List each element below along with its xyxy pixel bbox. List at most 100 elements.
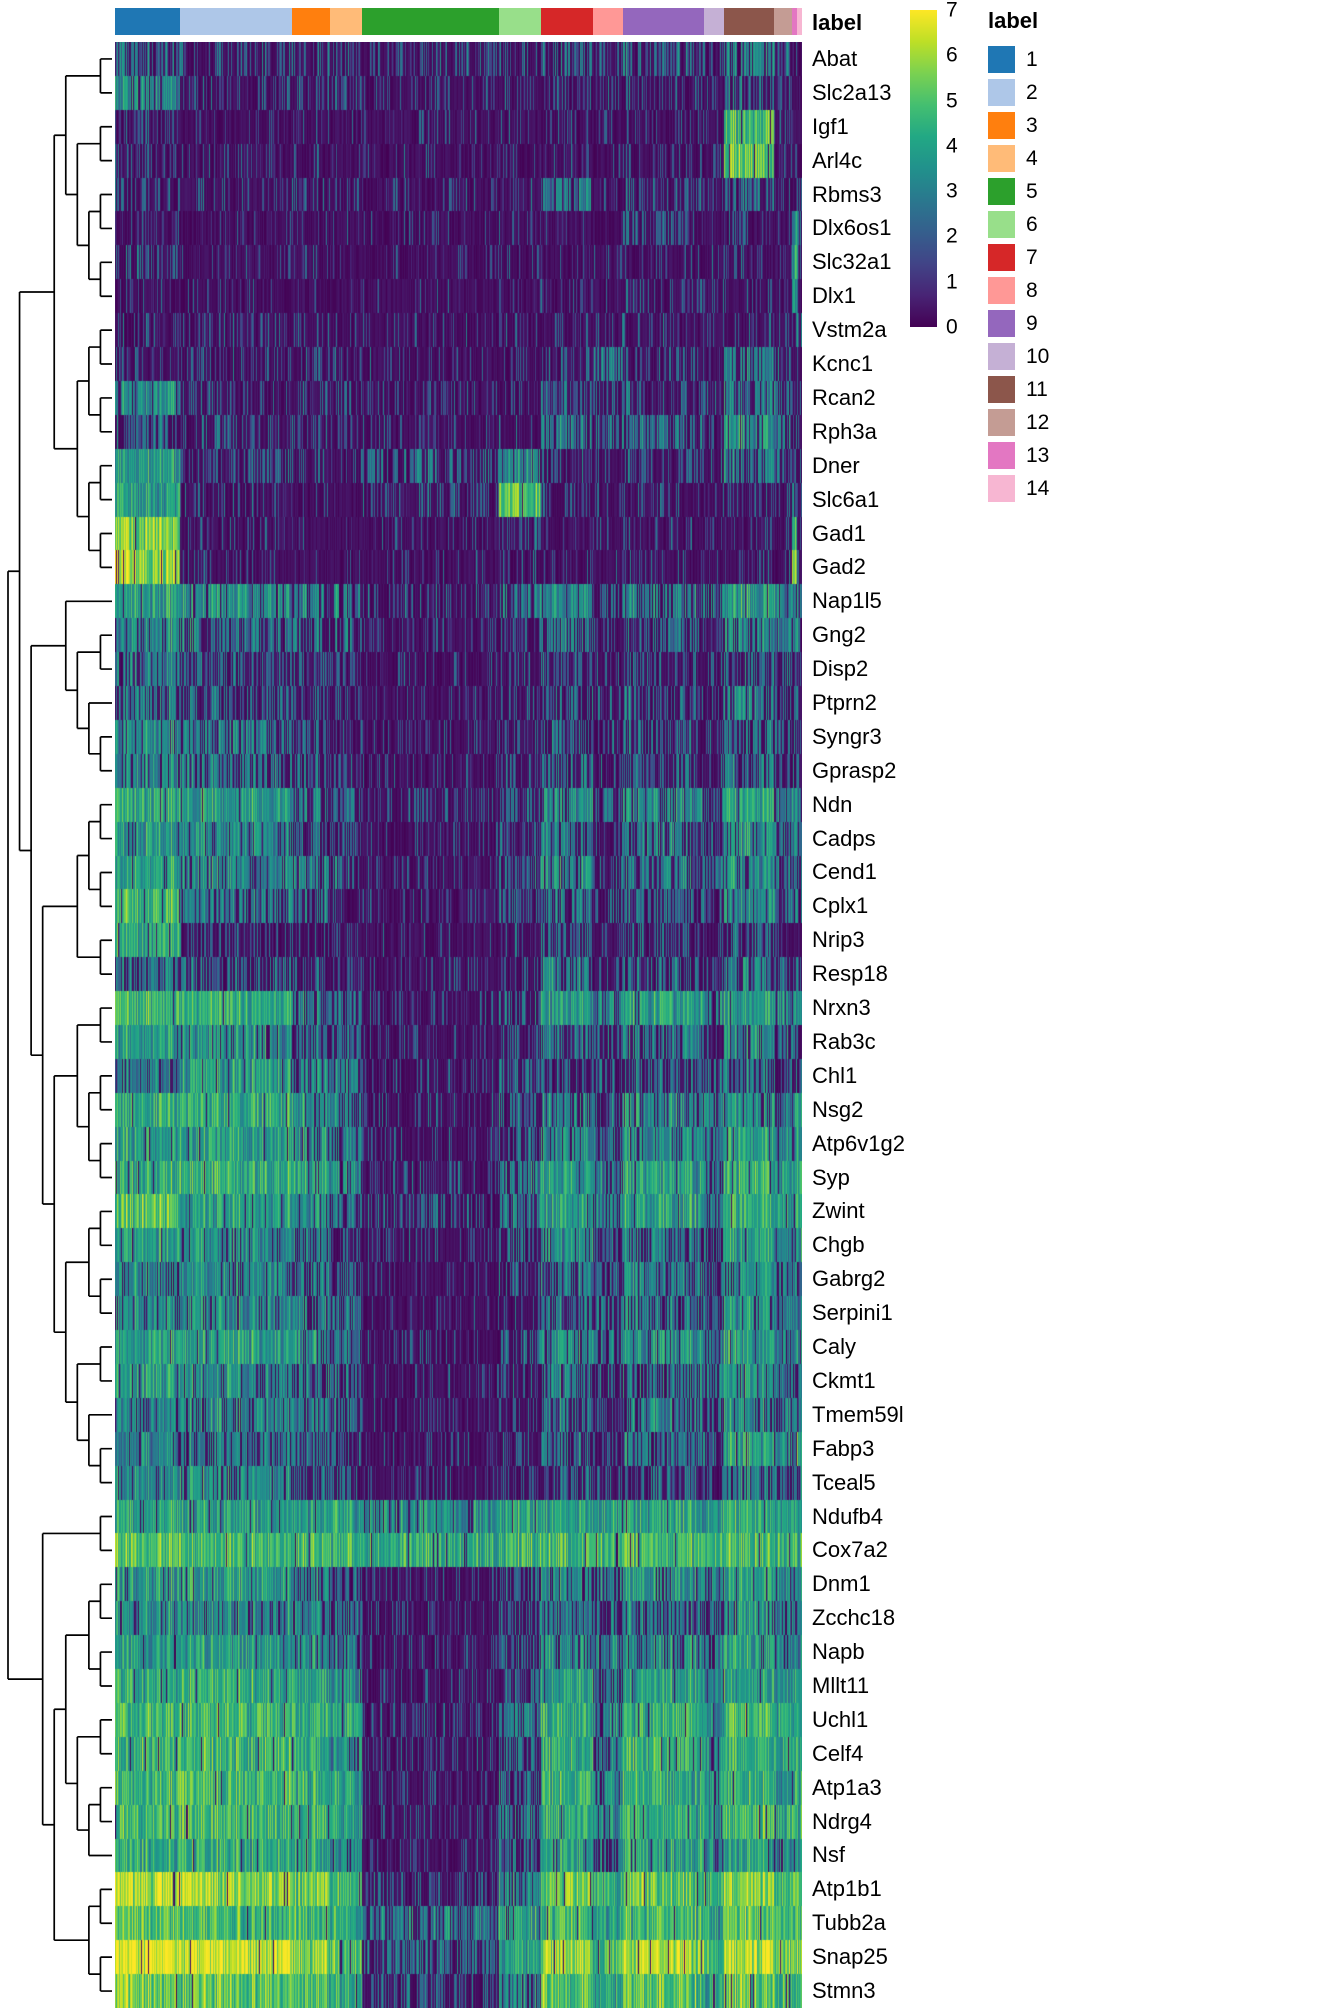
cluster-annotation-segment-8 <box>593 8 624 35</box>
legend-swatch <box>988 376 1015 403</box>
gene-label: Nsf <box>812 1842 845 1868</box>
gene-label: Slc6a1 <box>812 486 880 512</box>
legend-entry-label: 13 <box>1026 444 1050 467</box>
colorbar-tick-label: 7 <box>946 0 958 22</box>
gene-label: Slc32a1 <box>812 249 892 275</box>
legend-swatch <box>988 112 1015 139</box>
heatmap-canvas <box>115 42 802 2008</box>
legend-entry-label: 1 <box>1026 48 1038 71</box>
legend-entry-label: 9 <box>1026 312 1038 335</box>
gene-label: Dnm1 <box>812 1571 871 1597</box>
gene-label: Igf1 <box>812 113 849 139</box>
legend-swatch <box>988 178 1015 205</box>
gene-label: Arl4c <box>812 147 863 173</box>
gene-label: Vstm2a <box>812 317 887 343</box>
legend-entry-label: 10 <box>1026 345 1050 368</box>
legend-entry-14: 14 <box>988 472 1108 505</box>
gene-label: Gprasp2 <box>812 757 897 783</box>
colorbar-tick-label: 3 <box>946 179 958 203</box>
cluster-annotation-segment-1 <box>115 8 181 35</box>
gene-label: Gng2 <box>812 622 866 648</box>
legend-entry-11: 11 <box>988 373 1108 406</box>
gene-label: Chl1 <box>812 1062 858 1088</box>
colorbar-tick-label: 6 <box>946 43 958 67</box>
legend-entries: 1 2 3 4 5 6 7 8 9 10 11 12 13 14 <box>988 43 1108 505</box>
legend-swatch <box>988 145 1015 172</box>
colorbar-gradient <box>910 10 937 327</box>
gene-label: Gad2 <box>812 554 866 580</box>
gene-label: Nrxn3 <box>812 995 871 1021</box>
gene-label: Serpini1 <box>812 1300 893 1326</box>
gene-label: Napb <box>812 1639 865 1665</box>
legend-entry-13: 13 <box>988 439 1108 472</box>
cluster-legend: label 1 2 3 4 5 6 7 8 9 10 11 12 13 14 <box>988 8 1108 505</box>
gene-label: Syp <box>812 1164 850 1190</box>
gene-label: Chgb <box>812 1232 865 1258</box>
gene-label: Rph3a <box>812 418 877 444</box>
gene-label: Mllt11 <box>812 1672 870 1698</box>
cluster-annotation-segment-4 <box>330 8 363 35</box>
annotation-title: label <box>812 10 863 35</box>
gene-labels: Abat Slc2a13 Igf1 Arl4c Rbms3 Dlx6os1 Slc32a1 D… <box>812 42 952 2008</box>
column-annotation-bar <box>115 8 803 35</box>
cluster-annotation-segment-9 <box>623 8 705 35</box>
legend-swatch <box>988 277 1015 304</box>
gene-label: Atp6v1g2 <box>812 1130 905 1156</box>
legend-swatch <box>988 244 1015 271</box>
legend-entry-label: 7 <box>1026 246 1038 269</box>
gene-label: Resp18 <box>812 961 888 987</box>
gene-label: Dlx6os1 <box>812 215 892 241</box>
legend-entry-6: 6 <box>988 208 1108 241</box>
gene-label: Zwint <box>812 1198 865 1224</box>
legend-entry-8: 8 <box>988 274 1108 307</box>
dendrogram-lines <box>7 58 112 1992</box>
gene-label: Cox7a2 <box>812 1537 888 1563</box>
legend-entry-label: 12 <box>1026 411 1050 434</box>
gene-label: Tubb2a <box>812 1910 886 1936</box>
gene-label: Kcnc1 <box>812 351 874 377</box>
cluster-annotation-segment-14 <box>797 8 803 35</box>
gene-label: Ckmt1 <box>812 1367 876 1393</box>
legend-swatch <box>988 442 1015 469</box>
cluster-annotation-segment-7 <box>540 8 594 35</box>
legend-entry-4: 4 <box>988 142 1108 175</box>
gene-label: Uchl1 <box>812 1706 869 1732</box>
legend-title: label <box>988 8 1039 33</box>
gene-label: Caly <box>812 1334 857 1360</box>
colorbar-tick-label: 4 <box>946 134 958 158</box>
gene-label: Atp1b1 <box>812 1876 882 1902</box>
gene-label: Disp2 <box>812 656 869 682</box>
legend-entry-label: 3 <box>1026 114 1038 137</box>
gene-label: Ndrg4 <box>812 1808 872 1834</box>
legend-entry-label: 6 <box>1026 213 1038 236</box>
legend-entry-label: 8 <box>1026 279 1038 302</box>
gene-label: Dner <box>812 452 860 478</box>
legend-swatch <box>988 79 1015 106</box>
legend-swatch <box>988 475 1015 502</box>
legend-entry-9: 9 <box>988 307 1108 340</box>
gene-label: Gabrg2 <box>812 1266 886 1292</box>
cluster-annotation-segment-10 <box>704 8 724 35</box>
legend-entry-5: 5 <box>988 175 1108 208</box>
gene-label: Nap1l5 <box>812 588 882 614</box>
legend-entry-2: 2 <box>988 76 1108 109</box>
cluster-annotation-segment-6 <box>499 8 541 35</box>
legend-entry-3: 3 <box>988 109 1108 142</box>
gene-label: Atp1a3 <box>812 1774 882 1800</box>
cluster-annotation-segment-12 <box>773 8 792 35</box>
gene-label: Nrip3 <box>812 927 865 953</box>
cluster-annotation-segment-3 <box>292 8 331 35</box>
expression-colorbar: 7 6 5 4 3 2 1 0 <box>910 0 990 340</box>
gene-label: Rcan2 <box>812 384 876 410</box>
gene-label: Ndufb4 <box>812 1503 883 1529</box>
cluster-annotation-segment-2 <box>180 8 293 35</box>
gene-label: Dlx1 <box>812 283 857 309</box>
legend-entry-label: 2 <box>1026 81 1038 104</box>
gene-label: Nsg2 <box>812 1096 864 1122</box>
gene-label: Ptprn2 <box>812 689 877 715</box>
gene-label: Stmn3 <box>812 1978 876 2004</box>
gene-label: Tceal5 <box>812 1469 876 1495</box>
colorbar-tick-label: 5 <box>946 89 958 113</box>
legend-entry-1: 1 <box>988 43 1108 76</box>
